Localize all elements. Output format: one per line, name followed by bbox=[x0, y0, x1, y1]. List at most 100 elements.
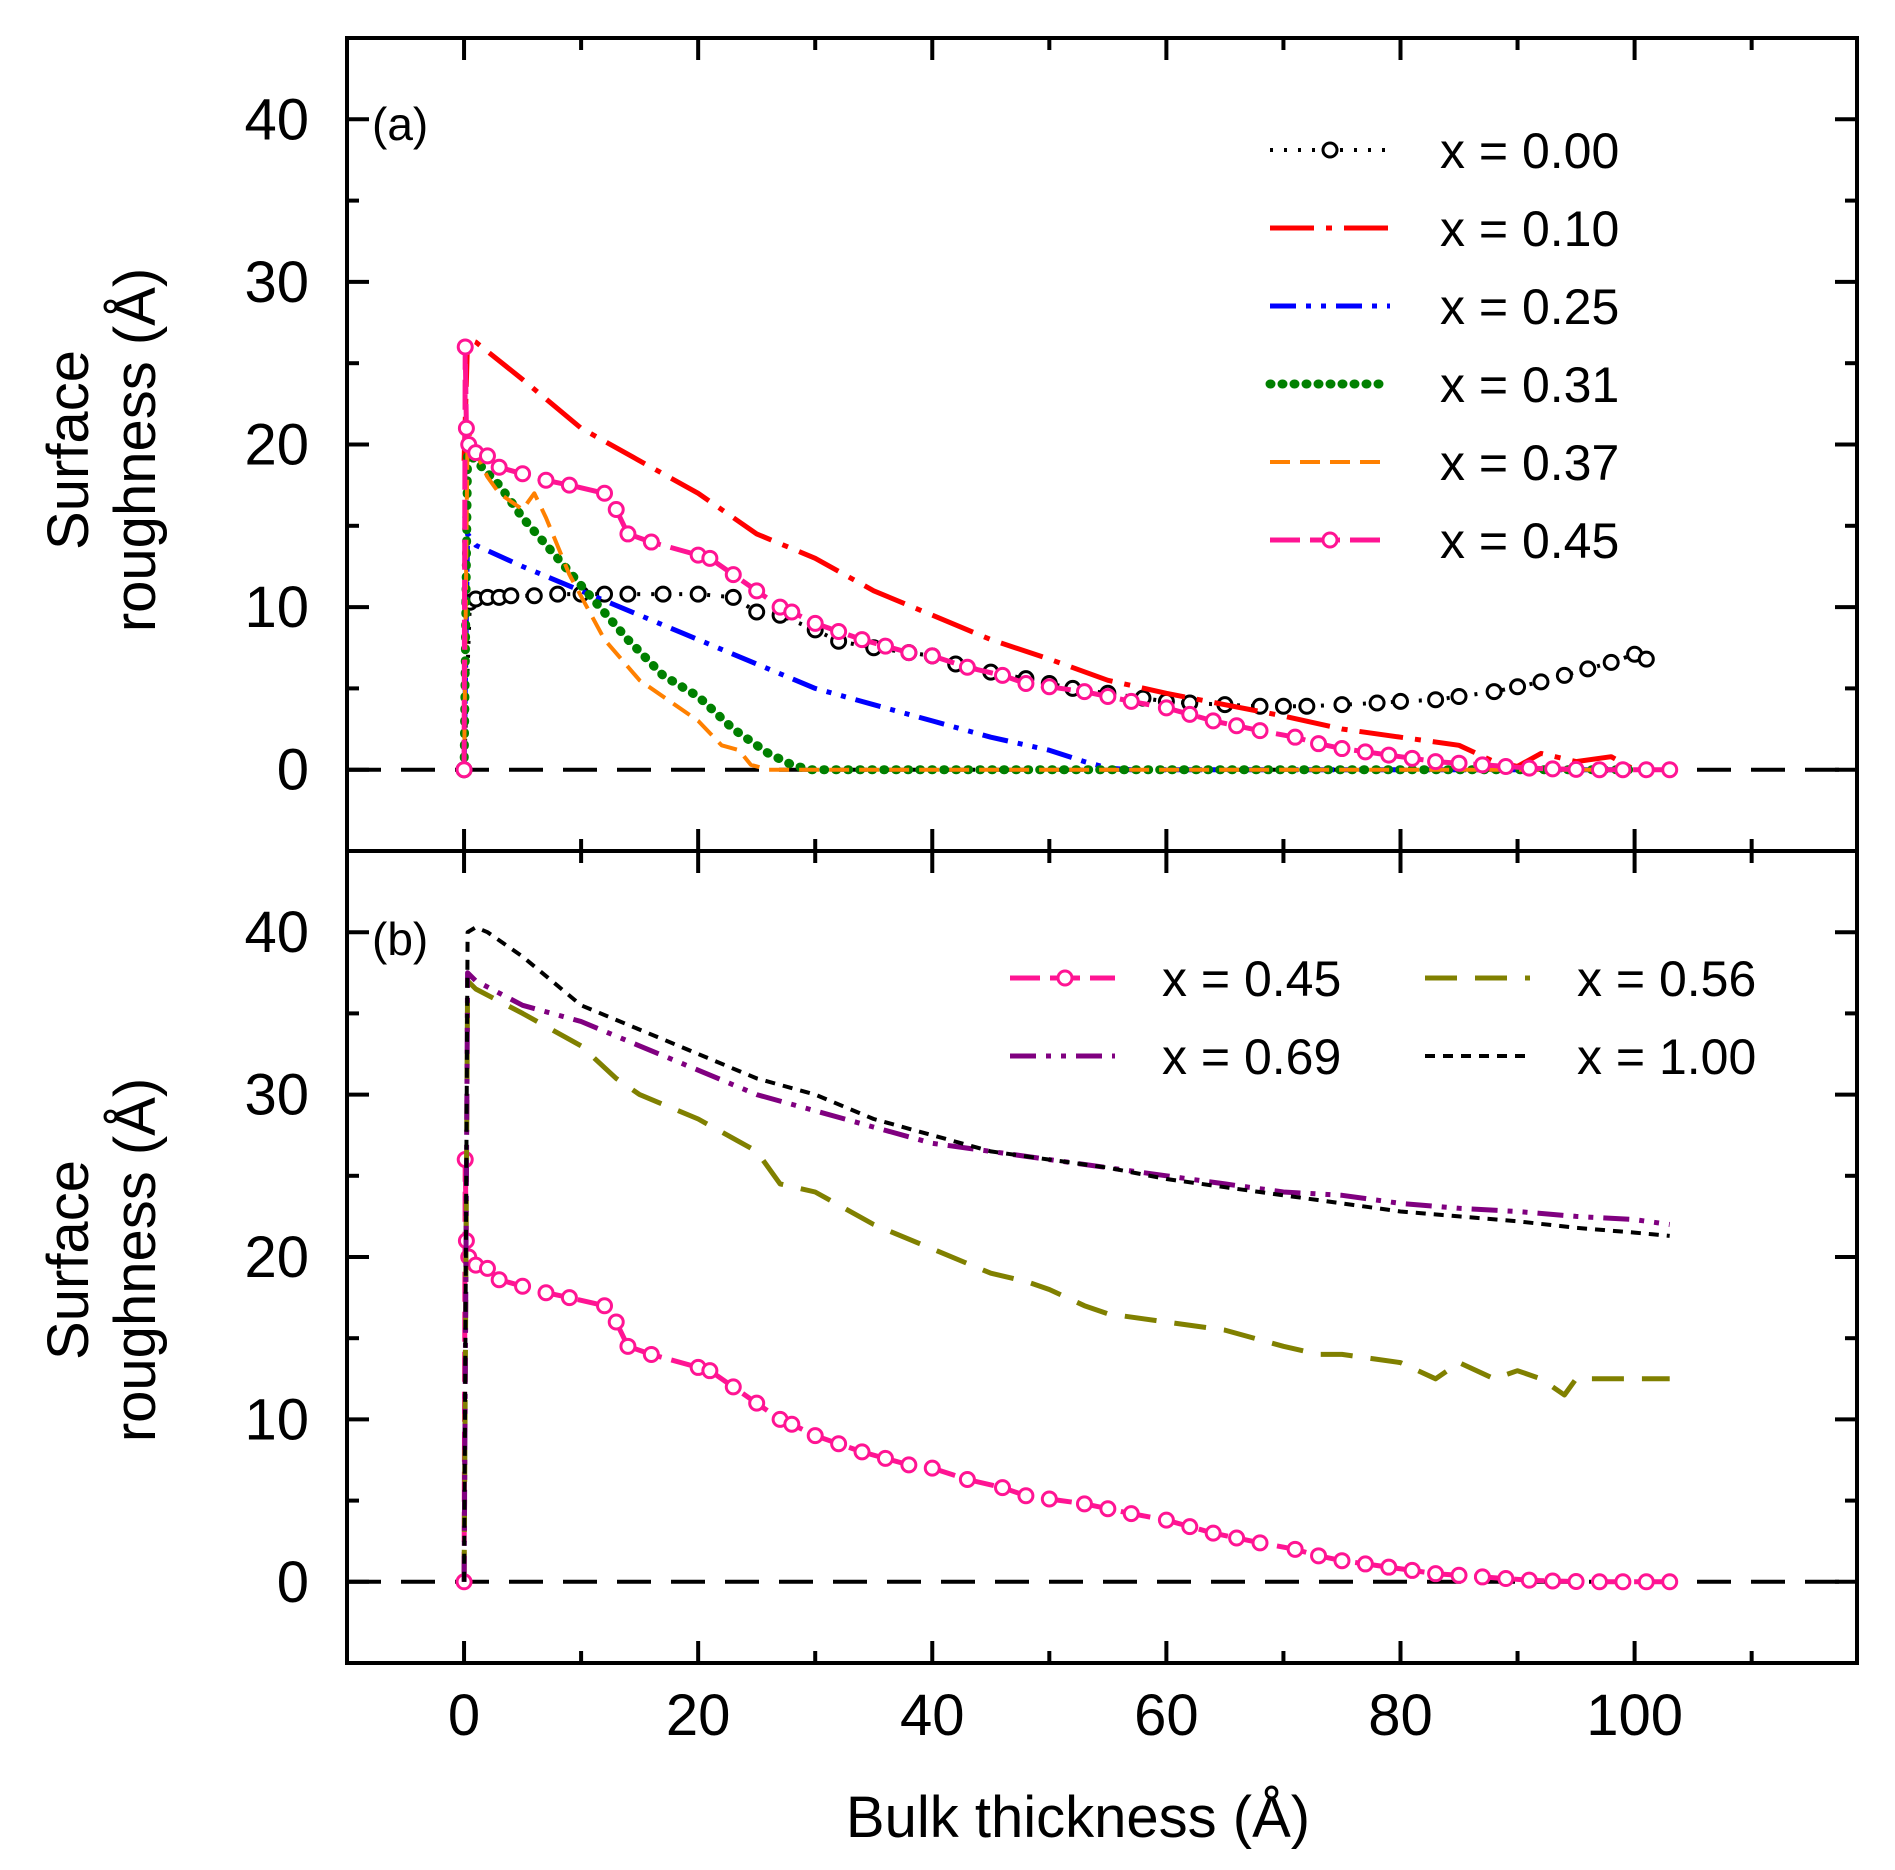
panel-a-series-5-point bbox=[783, 603, 801, 621]
panel-a-legend-label: x = 0.45 bbox=[1440, 513, 1619, 569]
panel-b-series-line-1 bbox=[461, 978, 1670, 1582]
panel-a-series-5-point bbox=[607, 501, 625, 519]
x-axis-title: Bulk thickness (Å) bbox=[846, 1785, 1310, 1850]
panel-a-series-5-point bbox=[1590, 761, 1608, 779]
panel-a-series-5-point bbox=[994, 666, 1012, 684]
panel-a-series-5-point bbox=[490, 458, 508, 476]
panel-a-series-5-point bbox=[748, 582, 766, 600]
panel-b-series-0-point bbox=[1661, 1573, 1679, 1591]
panel-a-series-5-point bbox=[1661, 761, 1679, 779]
panel-b-series-0-point bbox=[806, 1427, 824, 1445]
panel-b-series-0-point bbox=[1040, 1490, 1058, 1508]
panel-b-series-0-point bbox=[1075, 1495, 1093, 1513]
panel-a-series-line-3 bbox=[459, 448, 1640, 775]
panel-b-series-0-point bbox=[1228, 1529, 1246, 1547]
panel-b-series-0-point bbox=[1181, 1518, 1199, 1536]
panel-b-series-0-point bbox=[958, 1470, 976, 1488]
panel-a-series-5-point bbox=[1181, 705, 1199, 723]
panel-b-series-0-point bbox=[1380, 1558, 1398, 1576]
panel-a-series-5-point bbox=[1380, 746, 1398, 764]
panel-b-ytick-label: 20 bbox=[244, 1225, 309, 1290]
panel-b-series-0-point bbox=[1356, 1555, 1374, 1573]
panel-a-legend: x = 0.00 x = 0.10 x = 0.25 x = 0.31 x = 0.37… bbox=[1265, 123, 1619, 569]
panel-a-y-axis-title-line2: roughness (Å) bbox=[103, 268, 168, 632]
panel-a-series-0-point bbox=[1333, 696, 1351, 714]
panel-a-series-5-point bbox=[724, 566, 742, 584]
panel-b-series-0-point bbox=[514, 1277, 532, 1295]
panel-b-series-0-point bbox=[619, 1337, 637, 1355]
panel-a-ytick-label: 10 bbox=[244, 575, 309, 640]
panel-a-series-5-point bbox=[1040, 678, 1058, 696]
panel-a-series-5-point bbox=[1228, 717, 1246, 735]
panel-a-series-5-point bbox=[456, 338, 474, 356]
panel-a-series-5-point bbox=[642, 533, 660, 551]
panel-b-ytick-label: 30 bbox=[244, 1063, 309, 1128]
panel-a-series-5-point bbox=[1157, 699, 1175, 717]
panel-b-series-line-3 bbox=[462, 925, 1670, 1582]
panel-a-legend-label: x = 0.25 bbox=[1440, 279, 1619, 335]
x-tick-label: 100 bbox=[1586, 1683, 1683, 1748]
panel-a-ticks: 0 10 20 30 40 bbox=[244, 36, 1857, 853]
panel-a-series-5-point bbox=[1204, 712, 1222, 730]
panel-b-series-0-point bbox=[1590, 1573, 1608, 1591]
panel-b-series-0-point bbox=[1450, 1566, 1468, 1584]
panel-a-series-5-point bbox=[478, 447, 496, 465]
panel-b-series-0-point bbox=[1520, 1571, 1538, 1589]
panel-b-series-0-point bbox=[923, 1459, 941, 1477]
panel-a-legend-label: x = 0.00 bbox=[1440, 123, 1619, 179]
panel-b-series-0-point bbox=[1544, 1572, 1562, 1590]
panel-b-series-0-point bbox=[1637, 1573, 1655, 1591]
panel-a-series-0-point bbox=[654, 585, 672, 603]
panel-a-series-0-point bbox=[689, 585, 707, 603]
panel-a-series-5-point bbox=[1122, 692, 1140, 710]
panel-b-series-0-point bbox=[783, 1415, 801, 1433]
panel-b-series-0-point bbox=[490, 1271, 508, 1289]
panel-a-series-5-point bbox=[1251, 722, 1269, 740]
panel-b-series-line-2 bbox=[461, 970, 1671, 1582]
panel-a-series-line-4 bbox=[462, 426, 1635, 772]
panel-b-legend-label: x = 0.69 bbox=[1162, 1029, 1341, 1085]
panel-a-legend-label: x = 0.10 bbox=[1440, 201, 1619, 257]
panel-b-series-0-point bbox=[1473, 1568, 1491, 1586]
panel-a-series-0-point bbox=[1298, 697, 1316, 715]
panel-a-series-5-point bbox=[1450, 754, 1468, 772]
panel-a-frame bbox=[345, 36, 1859, 853]
panel-a-series-0-point bbox=[1450, 688, 1468, 706]
panel-b-series-0-point bbox=[701, 1362, 719, 1380]
panel-a-series-0-point bbox=[619, 585, 637, 603]
panel-a-series-5-point bbox=[923, 647, 941, 665]
panel-b-label: (b) bbox=[372, 913, 428, 965]
panel-a-y-axis-title-line1: Surface bbox=[36, 350, 101, 550]
panel-a-legend-label: x = 0.37 bbox=[1440, 435, 1619, 491]
x-tick-label: 40 bbox=[900, 1683, 965, 1748]
panel-a-series-5-point bbox=[1497, 757, 1515, 775]
panel-a-series-5-point bbox=[1017, 675, 1035, 693]
panel-b-series-0-point bbox=[1099, 1500, 1117, 1518]
panel-b-series-0-point bbox=[1403, 1561, 1421, 1579]
panel-b-series-0-point bbox=[994, 1479, 1012, 1497]
panel-b-series-line-0 bbox=[461, 1157, 1670, 1585]
panel-b-series-0-point bbox=[1204, 1524, 1222, 1542]
panel-a-series-5-point bbox=[1356, 743, 1374, 761]
panel-a-series bbox=[455, 336, 1679, 779]
panel-b-series-0-point bbox=[1017, 1487, 1035, 1505]
panel-a-legend-marker bbox=[1321, 531, 1339, 549]
panel-a-series-0-point bbox=[1368, 694, 1386, 712]
panel-a-series-5-point bbox=[619, 525, 637, 543]
panel-b-ytick-label: 0 bbox=[277, 1550, 309, 1615]
panel-a-legend-marker bbox=[1321, 141, 1339, 159]
panel-a-series-0-point bbox=[724, 588, 742, 606]
panel-a-series-5-point bbox=[537, 471, 555, 489]
panel-a-series-5-point bbox=[1310, 735, 1328, 753]
panel-b-series-0-point bbox=[478, 1259, 496, 1277]
panel-b-series-0-point bbox=[724, 1378, 742, 1396]
panel-b-ticks: 0 10 20 30 40 bbox=[244, 849, 1857, 1665]
x-tick-label: 0 bbox=[448, 1683, 480, 1748]
panel-a-series-0-point bbox=[549, 585, 567, 603]
panel-b-series-0-point bbox=[876, 1449, 894, 1467]
panel-a-ytick-label: 20 bbox=[244, 413, 309, 478]
panel-a-series-0-point bbox=[1637, 650, 1655, 668]
panel-a-series-5-point bbox=[1473, 756, 1491, 774]
panel-a-series-0-point bbox=[1532, 673, 1550, 691]
panel-a-series-5-point bbox=[1099, 688, 1117, 706]
